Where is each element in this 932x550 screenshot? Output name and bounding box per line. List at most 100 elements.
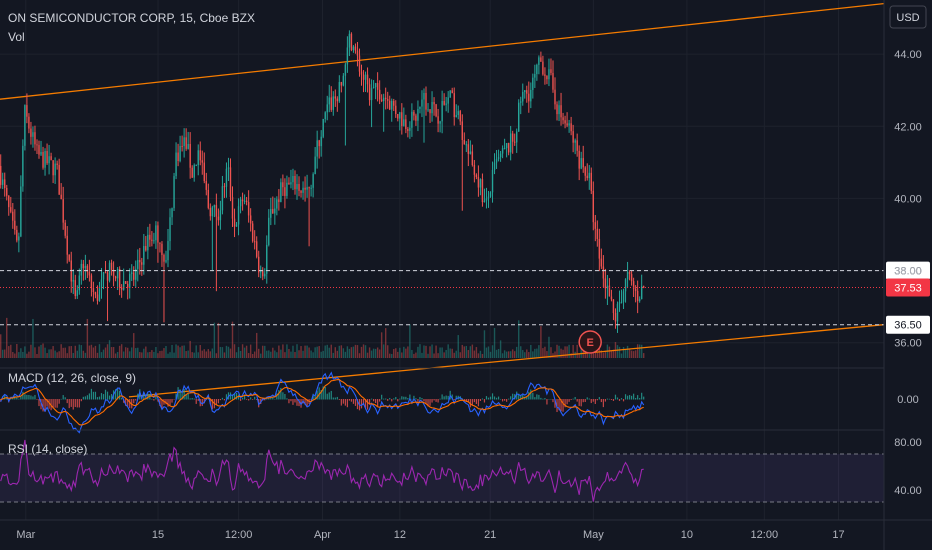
- candle-body-26: [52, 160, 54, 176]
- macd-hist-151: [304, 399, 306, 405]
- candle-body-152: [306, 187, 308, 190]
- volume-bar-65: [131, 347, 133, 358]
- macd-hist-132: [266, 398, 268, 400]
- candle-body-87: [175, 152, 177, 177]
- earnings-marker[interactable]: E: [578, 330, 602, 354]
- volume-bar-126: [253, 351, 256, 358]
- macd-hist-265: [534, 397, 536, 400]
- macd-hist-164: [330, 390, 332, 400]
- trendline-0[interactable]: [0, 2, 884, 100]
- macd-hist-139: [280, 387, 282, 400]
- volume-bar-8: [16, 344, 18, 358]
- candle-body-54: [108, 262, 111, 281]
- candle-body-260: [524, 90, 526, 93]
- macd-hist-67: [135, 399, 137, 401]
- candle-body-284: [572, 131, 574, 143]
- volume-bar-216: [435, 345, 437, 358]
- last-price-badge[interactable]: [886, 278, 930, 297]
- candle-body-97: [195, 165, 197, 167]
- macd-hist-294: [592, 399, 594, 402]
- macd-hist-288: [580, 399, 582, 407]
- candle-body-18: [36, 144, 38, 146]
- macd-hist-112: [225, 394, 228, 400]
- horizontal-levels[interactable]: 38.00 36.50 37.53: [0, 261, 930, 334]
- candle-body-9: [18, 236, 20, 241]
- candle-body-220: [443, 101, 445, 105]
- volume-bar-265: [534, 348, 536, 358]
- rsi-label[interactable]: RSI (14, close): [8, 442, 87, 456]
- volume-bar-166: [334, 347, 337, 358]
- candle-body-306: [616, 303, 619, 322]
- volume-bar-14: [28, 351, 30, 358]
- candle-body-315: [634, 288, 637, 291]
- candle-body-243: [489, 192, 492, 197]
- trendline-1[interactable]: [128, 324, 884, 398]
- volume-bar-50: [100, 352, 103, 358]
- macd-hist-116: [233, 393, 236, 400]
- macd-hist-109: [219, 399, 222, 401]
- macd-label[interactable]: MACD (12, 26, close, 9): [8, 371, 136, 385]
- volume-bar-312: [628, 348, 631, 358]
- volume-label[interactable]: Vol: [8, 30, 25, 44]
- volume-bar-101: [203, 349, 205, 358]
- macd-hist-271: [546, 399, 548, 405]
- volume-bar-39: [78, 344, 81, 358]
- candle-body-199: [401, 112, 403, 126]
- macd-hist-64: [129, 399, 131, 409]
- currency-badge[interactable]: [889, 5, 927, 29]
- volume-bar-2: [4, 349, 6, 358]
- macd-hist-50: [100, 393, 103, 400]
- volume-bar-145: [292, 345, 294, 358]
- volume-bar-131: [264, 345, 266, 358]
- volume-bar-184: [370, 350, 373, 358]
- candle-body-269: [542, 61, 544, 75]
- volume-bar-282: [568, 344, 570, 358]
- earnings-marker-circle[interactable]: [578, 330, 602, 354]
- volume-bar-0: [0, 334, 2, 358]
- volume-bar-185: [372, 348, 375, 358]
- volume-bar-275: [554, 351, 556, 358]
- macd-hist-82: [165, 399, 167, 405]
- macd-hist-263: [530, 389, 532, 400]
- macd-hist-311: [626, 395, 629, 400]
- macd-hist-305: [614, 394, 617, 400]
- volume-bar-286: [576, 344, 578, 358]
- macd-hist-136: [274, 398, 276, 400]
- macd-hist-198: [399, 398, 401, 400]
- macd-hist-186: [375, 399, 377, 403]
- macd-hist-32: [64, 397, 66, 400]
- volume-bar-13: [26, 353, 28, 358]
- volume-bar-26: [52, 346, 54, 358]
- volume-bar-4: [8, 346, 10, 358]
- volume-bar-122: [245, 345, 248, 358]
- macd-hist-137: [276, 393, 278, 400]
- candle-body-235: [473, 165, 476, 175]
- macd-hist-58: [117, 388, 119, 400]
- volume-bar-240: [483, 330, 486, 358]
- macd-hist-69: [139, 389, 141, 400]
- candle-body-241: [485, 198, 488, 201]
- volume-bar-63: [126, 347, 129, 358]
- volume-bar-251: [505, 351, 508, 358]
- candle-body-12: [24, 105, 26, 146]
- macd-hist-68: [137, 393, 139, 400]
- trendlines[interactable]: [0, 2, 884, 398]
- candle-body-316: [636, 290, 639, 302]
- volume-bar-51: [102, 349, 105, 358]
- candle-body-278: [560, 105, 562, 118]
- macd-hist-27: [54, 399, 56, 408]
- volume-bar-44: [88, 345, 91, 358]
- volume-bar-299: [602, 352, 605, 358]
- macd-hist-295: [594, 399, 596, 405]
- volume-bar-49: [98, 344, 101, 358]
- candle-body-218: [439, 121, 441, 124]
- volume-bar-25: [50, 349, 52, 358]
- macd-hist-5: [10, 398, 12, 400]
- candle-body-89: [179, 145, 181, 162]
- time-tick-9: 17: [832, 529, 844, 541]
- candle-body-295: [594, 222, 597, 229]
- symbol-title[interactable]: ON SEMICONDUCTOR CORP, 15, Cboe BZX: [8, 11, 255, 25]
- volume-bar-154: [310, 350, 312, 358]
- macd-hist-286: [576, 399, 578, 402]
